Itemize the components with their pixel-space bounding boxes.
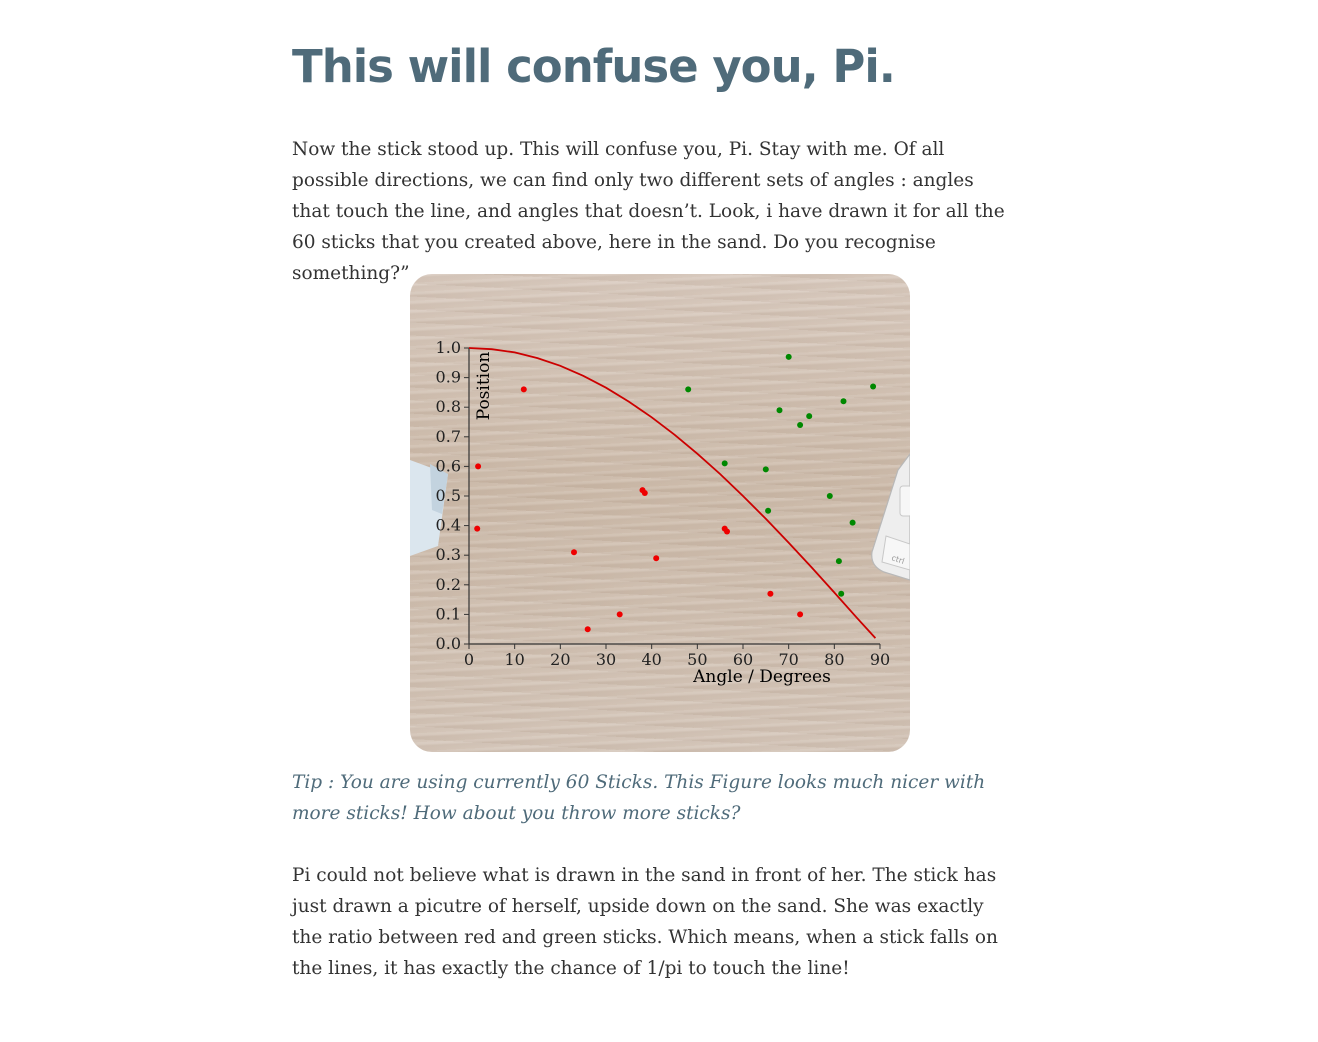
stick-angle-figure: ctrl 0 10 20 30 40 50 60 70 80 90 0.0 0.1 0.2 0.3 0.4 0…	[410, 274, 910, 752]
keyboard-decoration: ctrl	[871, 453, 910, 581]
y-tick-label: 0.9	[436, 368, 461, 387]
page-title: This will confuse you, Pi.	[292, 40, 896, 93]
data-point	[571, 549, 577, 556]
data-point	[762, 466, 769, 473]
data-point	[826, 493, 833, 499]
y-tick-label: 0.8	[436, 397, 461, 416]
x-axis-title: Angle / Degrees	[692, 667, 831, 687]
data-point	[724, 528, 730, 535]
y-tick-label: 0.6	[436, 456, 461, 475]
story-paragraph-2: Pi could not believe what is drawn in th…	[292, 865, 998, 979]
cosine-curve-line	[468, 347, 877, 639]
ctrl-key-label: ctrl	[890, 553, 905, 566]
y-tick-label: 1.0	[436, 338, 461, 357]
data-point	[520, 386, 527, 393]
x-tick-label: 20	[550, 650, 570, 669]
data-point	[776, 407, 783, 414]
x-tick-label: 50	[687, 650, 707, 669]
data-point	[653, 555, 660, 562]
y-tick-label: 0.3	[436, 545, 461, 564]
chart-axes: 0 10 20 30 40 50 60 70 80 90 0.0 0.1 0.2 0.3 0.4 0.5 0.6…	[436, 338, 891, 669]
cosine-curve	[468, 347, 877, 639]
x-tick-label: 30	[596, 650, 616, 669]
x-tick-label: 40	[641, 650, 661, 669]
y-tick-label: 0.2	[436, 575, 461, 594]
data-point	[474, 525, 481, 532]
data-point	[721, 460, 728, 467]
data-point	[767, 590, 774, 597]
story-paragraph-1: Now the stick stood up. This will confus…	[292, 139, 1005, 284]
data-point	[806, 413, 813, 420]
y-tick-label: 0.4	[436, 516, 461, 535]
x-tick-label: 80	[824, 650, 844, 669]
scatter-chart: ctrl 0 10 20 30 40 50 60 70 80 900.00.10.20.30.40…	[410, 338, 910, 687]
data-point	[838, 590, 845, 597]
tissue-paper-decoration	[410, 460, 448, 556]
x-tick-label: 90	[870, 650, 890, 669]
data-point	[584, 626, 591, 633]
data-point	[785, 353, 792, 360]
data-point	[835, 558, 842, 565]
data-point	[797, 611, 804, 618]
x-tick-label: 70	[778, 650, 798, 669]
data-point	[616, 611, 623, 618]
data-point	[849, 519, 856, 526]
data-point	[641, 490, 648, 496]
data-point	[840, 398, 847, 405]
y-tick-label: 0.5	[436, 486, 461, 505]
data-point	[765, 507, 772, 514]
data-point	[685, 386, 692, 393]
tip-text: Tip : You are using currently 60 Sticks.…	[292, 772, 986, 824]
data-point	[797, 422, 804, 428]
y-tick-label: 0.0	[436, 634, 461, 653]
y-tick-label: 0.1	[436, 604, 461, 623]
data-point	[870, 383, 877, 390]
y-tick-label: 0.7	[436, 427, 461, 446]
stick-points	[474, 353, 877, 633]
data-point	[475, 463, 482, 470]
x-tick-label: 60	[733, 650, 753, 669]
y-axis-title: Position	[474, 352, 494, 421]
x-tick-label: 10	[504, 650, 524, 669]
x-tick-label: 0	[464, 650, 474, 669]
